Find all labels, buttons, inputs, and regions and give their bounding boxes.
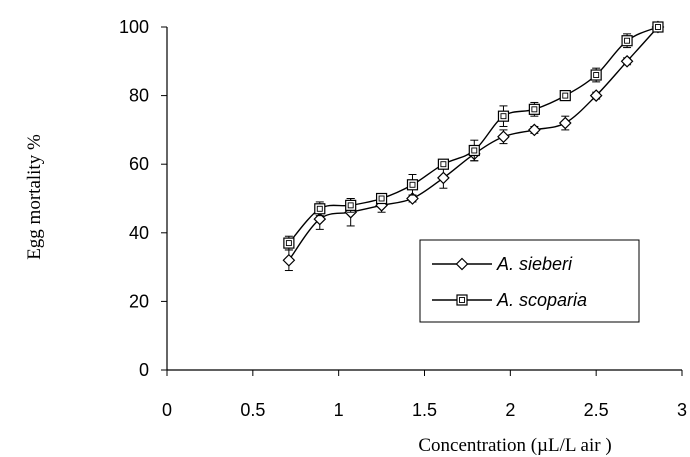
data-point-a-scoparia-inner bbox=[655, 24, 661, 30]
data-point-a-sieberi bbox=[437, 171, 450, 185]
data-point-a-scoparia-inner bbox=[593, 72, 600, 78]
y-tick-labels: 0 20 40 60 80 100 bbox=[119, 17, 149, 380]
x-tick-label: 0.5 bbox=[240, 400, 265, 420]
legend-label-a-scoparia: A. scoparia bbox=[496, 290, 587, 310]
legend: A. sieberi A. scoparia bbox=[419, 239, 640, 323]
data-point-a-sieberi bbox=[558, 116, 572, 130]
y-axis-title: Egg mortality % bbox=[24, 134, 45, 260]
series-line-a-scoparia bbox=[288, 26, 659, 244]
data-point-a-scoparia-inner bbox=[285, 240, 292, 247]
data-point-a-scoparia-inner bbox=[316, 205, 323, 212]
data-point-a-sieberi bbox=[620, 54, 634, 68]
series-a-scoparia bbox=[283, 21, 664, 251]
x-tick-label: 3 bbox=[677, 400, 687, 420]
data-point-a-scoparia-inner bbox=[500, 113, 507, 120]
data-point-a-scoparia-inner bbox=[378, 195, 385, 202]
data-point-a-scoparia bbox=[652, 21, 664, 33]
data-point-a-scoparia bbox=[497, 110, 510, 122]
y-tick-label: 40 bbox=[129, 223, 149, 243]
data-point-a-scoparia-inner bbox=[531, 106, 538, 113]
data-point-a-sieberi bbox=[406, 192, 419, 205]
data-point-a-scoparia bbox=[345, 199, 357, 211]
y-tick-label: 60 bbox=[129, 154, 149, 174]
y-tick-label: 100 bbox=[119, 17, 149, 37]
legend-marker-a-scoparia-inner bbox=[459, 297, 465, 303]
data-point-a-scoparia bbox=[621, 35, 633, 47]
y-tick-label: 0 bbox=[139, 360, 149, 380]
data-point-a-scoparia bbox=[468, 144, 480, 157]
data-point-a-sieberi bbox=[282, 253, 296, 267]
data-point-a-scoparia-inner bbox=[624, 37, 631, 44]
data-point-a-scoparia bbox=[283, 237, 295, 249]
data-point-a-scoparia-inner bbox=[562, 92, 569, 99]
x-tick-label: 0 bbox=[162, 400, 172, 420]
data-point-a-scoparia-inner bbox=[440, 161, 447, 168]
data-point-a-scoparia bbox=[375, 192, 388, 205]
data-point-a-scoparia bbox=[590, 69, 602, 81]
legend-label-a-sieberi: A. sieberi bbox=[496, 254, 573, 274]
x-tick-label: 2 bbox=[505, 400, 515, 420]
data-point-a-scoparia bbox=[528, 103, 540, 115]
data-point-a-sieberi bbox=[313, 212, 327, 226]
axes bbox=[161, 26, 683, 376]
y-tick-label: 20 bbox=[129, 291, 149, 311]
x-axis-title: Concentration (µL/L air ) bbox=[418, 435, 611, 456]
x-tick-label: 2.5 bbox=[584, 400, 609, 420]
data-point-a-scoparia-inner bbox=[471, 147, 478, 154]
data-point-a-sieberi bbox=[589, 89, 603, 102]
series-line-a-sieberi bbox=[288, 26, 659, 261]
data-point-a-scoparia bbox=[559, 89, 571, 102]
legend-box bbox=[419, 239, 640, 323]
data-point-a-sieberi bbox=[528, 123, 541, 137]
legend-marker-a-sieberi bbox=[455, 257, 469, 271]
legend-marker-a-scoparia bbox=[456, 294, 468, 306]
x-tick-label: 1.5 bbox=[412, 400, 437, 420]
series-layer bbox=[282, 20, 665, 272]
y-tick-label: 80 bbox=[129, 86, 149, 106]
data-point-a-sieberi bbox=[497, 130, 510, 144]
x-tick-labels: 0 0.5 1 1.5 2 2.5 3 bbox=[162, 400, 687, 420]
data-point-a-scoparia bbox=[437, 158, 449, 170]
data-point-a-scoparia bbox=[314, 203, 326, 215]
data-point-a-scoparia-inner bbox=[409, 181, 416, 188]
data-point-a-scoparia-inner bbox=[347, 202, 354, 209]
x-tick-label: 1 bbox=[334, 400, 344, 420]
data-point-a-scoparia bbox=[406, 179, 419, 191]
